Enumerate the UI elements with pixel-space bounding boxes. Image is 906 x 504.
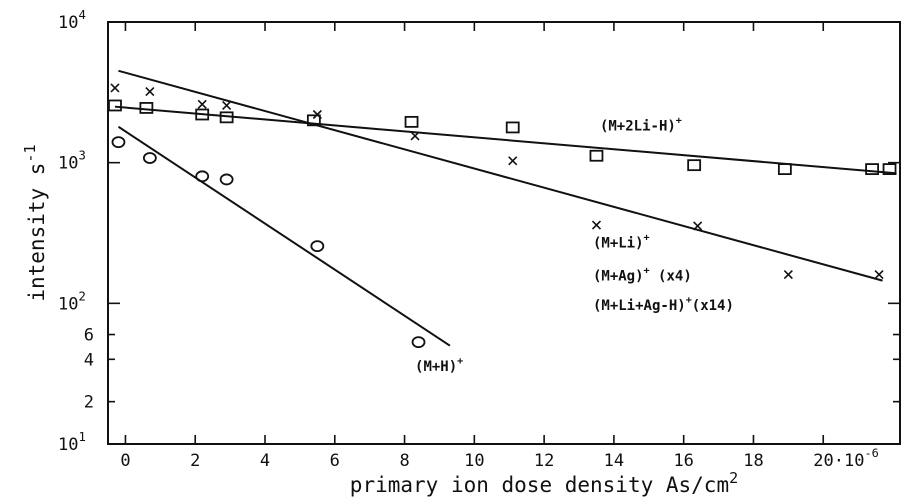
y-axis-title: intensity s-1 (21, 144, 49, 301)
data-point-square (108, 99, 122, 112)
data-marks-layer (108, 83, 897, 349)
data-point-x (110, 83, 120, 93)
data-point-square (589, 149, 604, 162)
data-point-circle (142, 152, 157, 164)
x-tick-label: 6 (330, 451, 340, 471)
x-stroke (508, 156, 518, 166)
x-stroke (222, 100, 232, 111)
y-tick-label: 104 (58, 8, 86, 33)
y-tick-label: 101 (58, 430, 86, 455)
data-point-circle (111, 136, 126, 149)
data-point-x (508, 156, 518, 166)
data-point-x (591, 220, 602, 230)
x-tick-label: 12 (534, 451, 554, 471)
data-point-square (306, 114, 321, 127)
axes-layer: 0 2 4 6 8 10 12 14 16 18 20·10-6 101 102 103 104 2 4 6 pri… (21, 8, 901, 497)
y-minor-tick-label: 2 (84, 393, 94, 413)
data-point-x (874, 270, 884, 280)
x-tick-label: 0 (120, 451, 130, 471)
data-point-x (410, 131, 420, 141)
fit-line-square (114, 105, 897, 175)
data-point-x (312, 109, 322, 120)
series-label: (M+2Li-H)+ (600, 115, 682, 134)
data-point-square (505, 121, 520, 134)
data-point-square (219, 111, 234, 124)
fit-line-x (118, 69, 883, 282)
y-minor-tick-label: 6 (84, 326, 94, 346)
x-axis-title: primary ion dose density As/cm2 (350, 469, 738, 497)
plot-frame (107, 21, 901, 445)
data-point-x (222, 100, 232, 111)
x-stroke (312, 109, 322, 120)
x-tick-label: 20·10-6 (813, 446, 879, 471)
data-point-square (195, 108, 210, 121)
series-label: (M+H)+ (415, 356, 463, 375)
labels-layer: (M+2Li-H)+ (M+Li)+ (M+Ag)+ (x4) (M+Li+Ag-H)… (415, 115, 734, 375)
data-point-square (687, 159, 702, 172)
x-tick-label: 16 (673, 451, 693, 471)
series-label: (M+Li)+ (593, 232, 650, 251)
series-label: (M+Ag)+ (x4) (593, 266, 692, 285)
data-point-square (777, 163, 792, 176)
data-point-square (865, 163, 879, 176)
y-minor-tick-label: 4 (84, 350, 94, 370)
data-point-square (139, 102, 154, 114)
y-tick-label: 103 (58, 149, 86, 174)
data-point-x (693, 221, 703, 231)
x-stroke (693, 221, 703, 231)
series-label: (M+Li+Ag-H)+(x14) (593, 295, 734, 314)
x-stroke (145, 87, 155, 97)
data-point-x (145, 87, 155, 97)
x-stroke (110, 83, 120, 93)
fit-line-circle (117, 125, 451, 347)
data-point-circle (219, 173, 234, 186)
y-tick-label: 102 (58, 289, 86, 314)
data-point-circle (195, 170, 210, 183)
x-tick-label: 18 (743, 451, 763, 471)
x-tick-label: 2 (190, 451, 200, 471)
fit-lines-layer (114, 69, 897, 347)
x-stroke (783, 270, 793, 280)
x-tick-label: 14 (604, 451, 624, 471)
data-point-x (197, 99, 207, 109)
x-stroke (197, 99, 207, 109)
x-stroke (874, 270, 884, 280)
data-point-square (404, 115, 419, 128)
data-point-circle (411, 336, 426, 349)
x-tick-label: 10 (464, 451, 484, 471)
data-point-square (882, 163, 897, 176)
x-stroke (591, 220, 602, 230)
data-point-x (783, 270, 793, 280)
x-tick-label: 8 (399, 451, 409, 471)
x-stroke (410, 131, 420, 141)
data-point-circle (310, 240, 325, 253)
x-tick-label: 4 (260, 451, 270, 471)
